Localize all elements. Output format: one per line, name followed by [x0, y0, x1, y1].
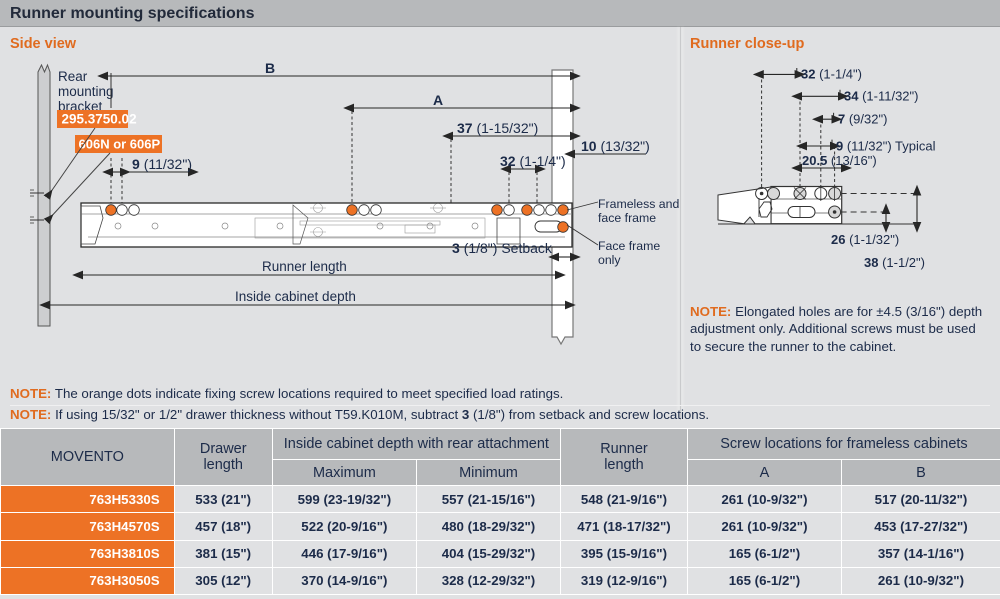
svg-text:34 (1-11/32"): 34 (1-11/32")	[844, 89, 918, 104]
svg-text:Face frame: Face frame	[598, 239, 660, 253]
svg-text:A: A	[433, 92, 443, 108]
svg-text:7 (9/32"): 7 (9/32")	[838, 112, 887, 127]
svg-text:20.5 (13/16"): 20.5 (13/16")	[802, 153, 877, 168]
svg-text:Runner length: Runner length	[262, 259, 347, 274]
svg-text:32 (1-1/4"): 32 (1-1/4")	[500, 153, 566, 169]
svg-text:9 (11/32"): 9 (11/32")	[132, 156, 192, 172]
svg-text:mounting: mounting	[58, 84, 114, 99]
svg-text:10 (13/32"): 10 (13/32")	[581, 138, 650, 154]
svg-text:37 (1-15/32"): 37 (1-15/32")	[457, 120, 538, 136]
svg-text:3 (1/8") Setback: 3 (1/8") Setback	[452, 240, 553, 256]
svg-text:38 (1-1/2"): 38 (1-1/2")	[864, 255, 925, 270]
svg-text:295.3750.02: 295.3750.02	[62, 112, 137, 127]
svg-text:606N or 606P: 606N or 606P	[79, 137, 161, 152]
svg-text:9 (11/32") Typical: 9 (11/32") Typical	[836, 139, 936, 154]
svg-text:26 (1-1/32"): 26 (1-1/32")	[831, 232, 899, 247]
svg-text:Inside cabinet depth: Inside cabinet depth	[235, 289, 356, 304]
svg-text:Rear: Rear	[58, 69, 88, 84]
svg-text:B: B	[265, 60, 275, 76]
svg-text:32 (1-1/4"): 32 (1-1/4")	[801, 67, 862, 82]
svg-text:face frame: face frame	[598, 211, 656, 225]
svg-text:only: only	[598, 253, 621, 267]
svg-text:Frameless and: Frameless and	[598, 197, 679, 211]
